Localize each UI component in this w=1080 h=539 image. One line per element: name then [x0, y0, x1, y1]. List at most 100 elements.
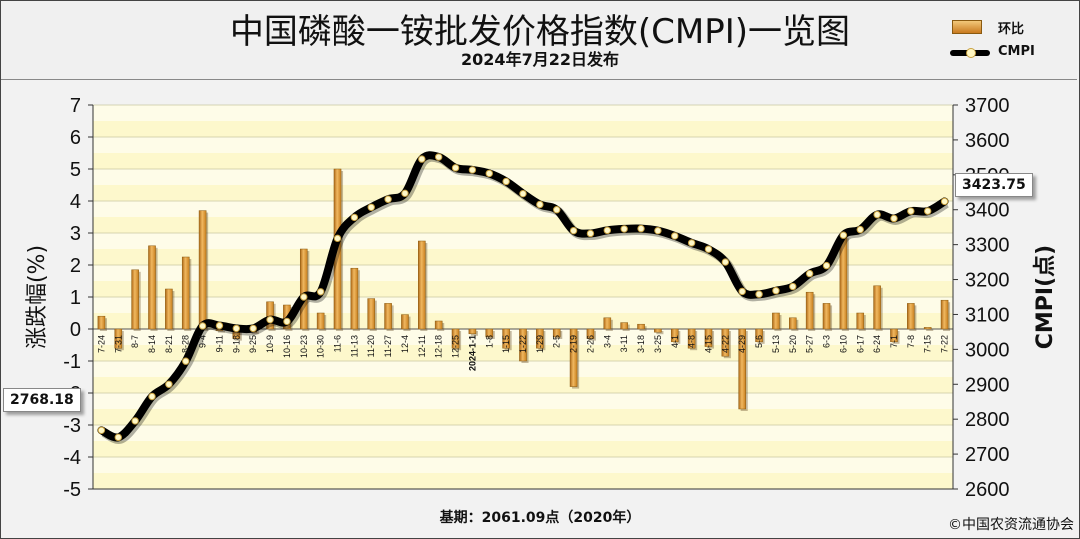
y-left-axis-title: 涨跌幅(%) [25, 245, 50, 349]
y-right-tick-label: 2600 [965, 479, 1010, 501]
copyright-note: ©中国农资流通协会 [948, 517, 1074, 533]
legend: 环比 CMPI [950, 14, 1070, 70]
line-point [873, 210, 881, 219]
y-left-tick-label: -5 [63, 479, 81, 501]
axes: -5-4-3-2-1012345672600270028002900300031… [25, 95, 1058, 501]
y-left-tick-label: 4 [70, 191, 81, 213]
bar [620, 322, 628, 330]
x-tick-label: 11-6 [333, 335, 343, 352]
plot-band [93, 137, 953, 153]
x-tick-label: 10-16 [282, 335, 292, 358]
bar [805, 291, 814, 330]
y-left-tick-label: 6 [70, 127, 81, 149]
line-point [553, 206, 561, 214]
bar [519, 328, 527, 362]
y-left-tick-label: 3 [70, 223, 81, 245]
plot-band [93, 105, 953, 121]
line-point [434, 153, 443, 161]
legend-bar-swatch [952, 20, 982, 34]
bar-shadow [656, 331, 664, 335]
bar [856, 312, 865, 330]
line-point [165, 380, 173, 388]
bar [148, 245, 156, 330]
last-value-callout: 3423.75 [955, 173, 1033, 197]
y-right-tick-label: 3700 [965, 95, 1010, 117]
y-right-tick-label: 2900 [965, 374, 1010, 396]
x-tick-label: 1-29 [535, 335, 545, 353]
y-left-tick-label: 1 [70, 287, 81, 309]
x-tick-label: 5-6 [754, 335, 764, 348]
plot-band [93, 233, 953, 249]
y-right-tick-label: 3200 [965, 270, 1010, 292]
y-right-tick-label: 2800 [965, 409, 1010, 431]
plot-band [93, 361, 953, 377]
x-tick-label: 4-8 [687, 335, 697, 348]
bar [923, 327, 932, 330]
bar [704, 328, 713, 347]
bar-shadow [217, 331, 226, 333]
x-tick-label: 8-28 [181, 335, 191, 353]
bar [670, 328, 679, 343]
legend-bar-label: 环比 [998, 22, 1025, 37]
bar [873, 285, 881, 330]
line-point [536, 200, 544, 209]
line-point [300, 293, 308, 301]
x-tick-label: 6-24 [872, 335, 882, 353]
bar [114, 328, 123, 349]
x-tick-label: 10-30 [316, 335, 326, 358]
plot-band [93, 425, 953, 441]
x-tick-label: 7-24 [96, 335, 106, 353]
bar [940, 299, 949, 330]
line-point [97, 426, 106, 434]
y-left-tick-label: 0 [70, 319, 81, 341]
x-tick-label: 2024-1-1 [467, 335, 477, 371]
line-point [586, 229, 595, 238]
bar [637, 323, 645, 330]
line-point [468, 166, 477, 174]
x-tick-label: 3-11 [619, 335, 629, 352]
y-right-tick-label: 3600 [965, 130, 1010, 152]
bar [502, 328, 510, 349]
chart-title: 中国磷酸一铵批发价格指数(CMPI)一览图 [229, 12, 851, 52]
line-point [114, 433, 122, 442]
bar [721, 328, 730, 357]
bar [789, 317, 797, 330]
bar [181, 256, 190, 330]
x-tick-label: 6-10 [838, 335, 848, 353]
bar [367, 298, 376, 330]
line-point [215, 321, 224, 330]
plot-band [93, 169, 953, 185]
y-left-tick-label: 2 [70, 255, 81, 277]
bar [401, 314, 409, 330]
plot-band [93, 393, 953, 409]
line-point [519, 189, 527, 198]
line-point [131, 417, 139, 425]
bar [97, 315, 106, 330]
bar [822, 303, 831, 330]
legend-line-swatch [950, 48, 990, 58]
x-tick-label: 9-4 [198, 335, 208, 348]
bar [131, 269, 139, 330]
bar [299, 248, 308, 330]
bar [755, 328, 763, 343]
line-point [940, 197, 949, 206]
line-point [485, 169, 493, 178]
line-point [755, 290, 763, 298]
plot-band [93, 297, 953, 313]
line-point [839, 231, 848, 239]
y-left-tick-label: -1 [63, 351, 81, 373]
plot-band [93, 201, 953, 217]
line-point [687, 239, 696, 247]
x-tick-label: 1-15 [501, 335, 511, 353]
y-left-tick-label: 7 [70, 95, 81, 117]
bar [266, 301, 274, 330]
bar [907, 303, 915, 330]
x-tick-label: 11-13 [349, 335, 359, 357]
x-tick-label: 10-23 [299, 335, 309, 358]
bar [451, 328, 460, 349]
x-tick-label: 12-11 [417, 335, 427, 357]
x-tick-label: 2-5 [552, 335, 562, 348]
line-point [738, 287, 746, 296]
x-tick-label: 11-20 [366, 335, 376, 357]
